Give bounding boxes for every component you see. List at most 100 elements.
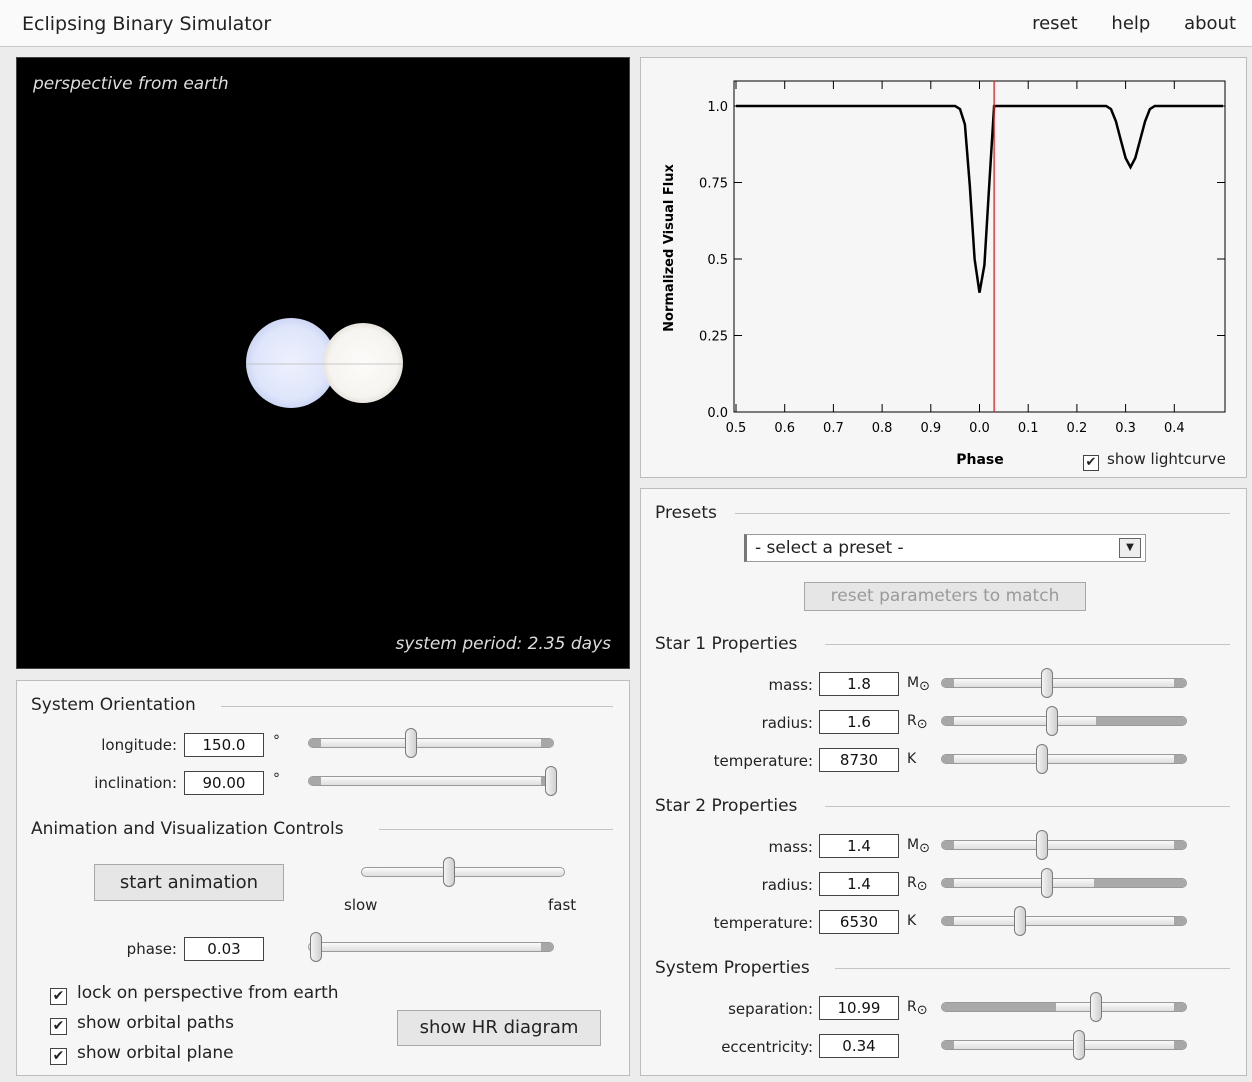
longitude-slider[interactable] [308,728,554,758]
preset-select-value: - select a preset - [755,538,904,558]
star2-temperature-field[interactable]: 6530 [819,910,899,934]
separation-label: separation: [728,1000,813,1018]
inclination-label: inclination: [94,774,177,792]
start-animation-button[interactable]: start animation [94,864,284,901]
star1-radius-slider[interactable] [941,706,1187,736]
x-tick-label: 0.4 [1164,421,1185,436]
solar-radius-unit: R⊙ [907,875,928,894]
x-tick-label: 0.9 [920,421,941,436]
preset-select[interactable]: - select a preset - ▼ [744,534,1146,562]
y-tick-label: 1.0 [707,100,728,115]
x-tick-label: 0.3 [1115,421,1136,436]
slider-thumb[interactable] [1036,830,1049,860]
show-orbital-plane-checkbox[interactable]: ✔ show orbital plane [50,1043,234,1065]
slider-thumb[interactable] [1045,706,1058,736]
eccentricity-slider[interactable] [941,1030,1187,1060]
reset-link[interactable]: reset [1032,13,1078,34]
about-link[interactable]: about [1184,13,1236,34]
checkbox-check-icon[interactable]: ✔ [50,1048,67,1065]
slider-thumb[interactable] [1040,868,1053,898]
star2-mass-slider[interactable] [941,830,1187,860]
star2-temperature-slider[interactable] [941,906,1187,936]
lightcurve-line [736,104,1223,293]
show-lightcurve-checkbox[interactable]: ✔ show lightcurve [1083,450,1226,471]
x-tick-label: 0.6 [774,421,795,436]
star1-temperature-slider[interactable] [941,744,1187,774]
slider-thumb[interactable] [1089,992,1102,1022]
animation-speed-slider[interactable] [361,857,565,887]
checkbox-label: show orbital plane [77,1043,234,1063]
slider-thumb[interactable] [1014,906,1027,936]
y-axis-label: Normalized Visual Flux [662,164,677,332]
eccentricity-label: eccentricity: [721,1038,813,1056]
show-orbital-paths-checkbox[interactable]: ✔ show orbital paths [50,1013,234,1035]
checkbox-check-icon[interactable]: ✔ [1083,455,1099,471]
star1-temperature-label: temperature: [713,752,813,770]
presets-title: Presets [655,503,717,523]
star1-mass-slider[interactable] [941,668,1187,698]
kelvin-unit: K [907,751,917,767]
slider-thumb[interactable] [1036,744,1049,774]
dropdown-arrow-icon[interactable]: ▼ [1119,538,1141,558]
inclination-slider[interactable] [308,766,557,796]
star-2 [323,323,403,403]
phase-label: phase: [126,940,177,958]
slider-thumb[interactable] [1072,1030,1085,1060]
checkbox-check-icon[interactable]: ✔ [50,1018,67,1035]
solar-mass-unit: M⊙ [907,837,930,856]
phase-slider[interactable] [308,932,554,962]
orientation-panel: System Orientation longitude: 150.0 ° in… [16,680,630,1076]
slider-thumb[interactable] [544,766,557,796]
x-tick-label: 0.2 [1067,421,1088,436]
solar-mass-unit: M⊙ [907,675,930,694]
eccentricity-field[interactable]: 0.34 [819,1034,899,1058]
divider [825,806,1230,807]
star1-temperature-field[interactable]: 8730 [819,748,899,772]
divider [379,829,613,830]
perspective-view[interactable]: perspective from earth system period: 2.… [16,57,630,669]
lock-perspective-checkbox[interactable]: ✔ lock on perspective from earth [50,983,339,1005]
checkbox-check-icon[interactable]: ✔ [50,988,67,1005]
x-tick-label: 0.5 [726,421,747,436]
degree-unit: ° [273,733,280,749]
slider-thumb[interactable] [442,857,455,887]
fast-label: fast [548,896,577,914]
star2-radius-slider[interactable] [941,868,1187,898]
animation-controls-title: Animation and Visualization Controls [31,819,344,839]
inclination-field[interactable]: 90.00 [184,771,264,795]
slow-label: slow [344,896,378,914]
star2-mass-label: mass: [768,838,814,856]
star1-radius-field[interactable]: 1.6 [819,710,899,734]
kelvin-unit: K [907,913,917,929]
x-axis-label: Phase [956,452,1004,468]
plot-frame [733,80,1226,413]
top-nav: reset help about [1004,13,1236,34]
help-link[interactable]: help [1111,13,1151,34]
star2-radius-field[interactable]: 1.4 [819,872,899,896]
degree-unit: ° [273,771,280,787]
y-tick-label: 0.5 [707,253,728,268]
y-tick-label: 0.25 [699,330,728,345]
separation-slider[interactable] [941,992,1187,1022]
star2-mass-field[interactable]: 1.4 [819,834,899,858]
separation-field[interactable]: 10.99 [819,996,899,1020]
slider-thumb[interactable] [1040,668,1053,698]
binary-view-canvas [246,318,403,408]
system-properties-title: System Properties [655,958,810,978]
properties-panel: Presets - select a preset - ▼ reset para… [640,488,1247,1076]
x-tick-label: 0.1 [1018,421,1039,436]
divider [221,706,613,707]
top-bar: Eclipsing Binary Simulator reset help ab… [0,0,1252,47]
show-hr-diagram-button[interactable]: show HR diagram [397,1010,601,1046]
star1-mass-field[interactable]: 1.8 [819,672,899,696]
lightcurve-chart: 0.0 0.25 0.5 0.75 1.0 0.5 0.6 0.7 0.8 0.9 0.0 0.1 0… [662,80,1226,468]
slider-thumb[interactable] [310,932,323,962]
checkbox-label: lock on perspective from earth [77,983,339,1003]
divider [835,968,1230,969]
star2-title: Star 2 Properties [655,796,798,816]
reset-parameters-button[interactable]: reset parameters to match [804,582,1086,611]
slider-thumb[interactable] [405,728,418,758]
phase-field[interactable]: 0.03 [184,937,264,961]
star2-radius-label: radius: [761,876,813,894]
longitude-field[interactable]: 150.0 [184,733,264,757]
